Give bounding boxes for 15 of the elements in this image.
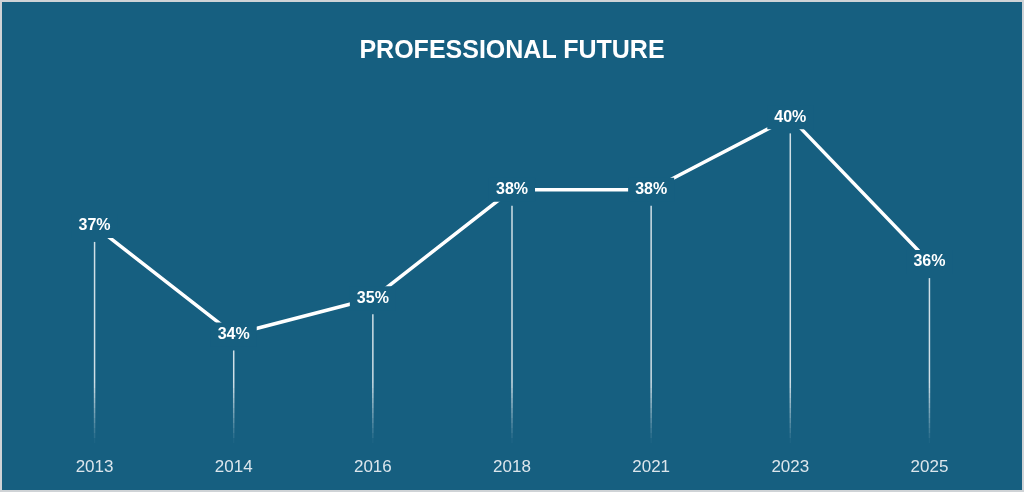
data-label: 35% [356,288,389,306]
data-label: 37% [78,216,111,234]
x-tick-label: 2014 [214,456,253,476]
x-tick-label: 2018 [493,456,531,476]
x-tick-label: 2021 [632,456,671,476]
data-label: 36% [913,252,946,270]
data-label: 38% [635,180,668,198]
x-tick-label: 2023 [771,456,810,476]
data-label: 34% [217,324,250,342]
x-tick-label: 2016 [353,456,392,476]
data-label: 38% [495,180,529,198]
x-tick-label: 2013 [75,456,114,476]
chart-title: PROFESSIONAL FUTURE [359,34,665,63]
x-tick-label: 2025 [910,456,949,476]
data-label: 40% [774,107,807,125]
